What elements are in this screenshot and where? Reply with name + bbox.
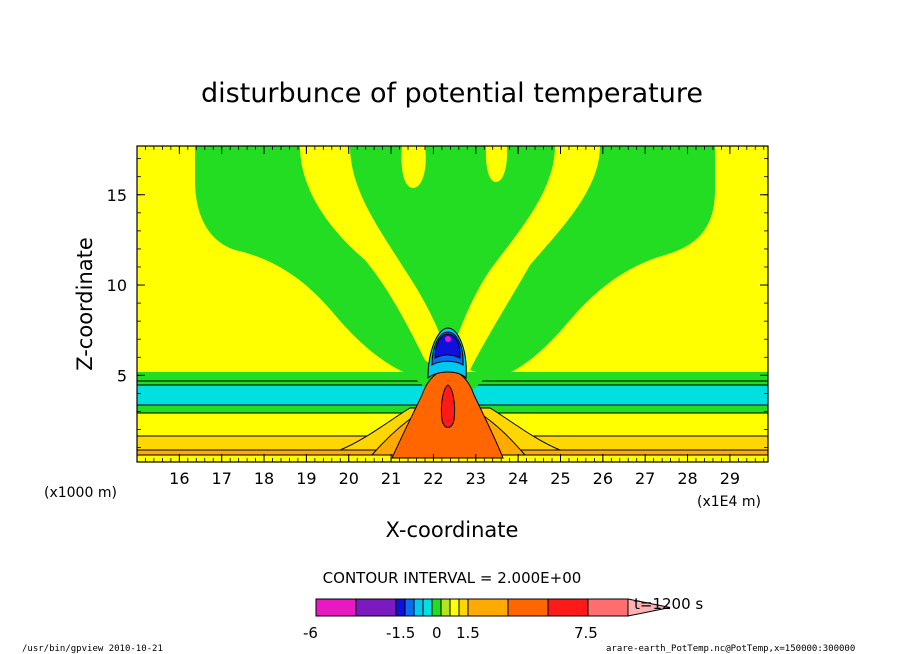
colorbar-label-1-5: 1.5 — [456, 624, 480, 642]
green-plume-left — [195, 146, 440, 378]
x-tick-label-22: 22 — [423, 469, 443, 488]
colorbar-swatch-5 — [422, 598, 433, 617]
x-tick-label-19: 19 — [296, 469, 316, 488]
colorbar — [315, 598, 671, 617]
colorbar-swatch-1 — [355, 598, 397, 617]
x-tick-label-26: 26 — [593, 469, 613, 488]
contour-field — [137, 146, 768, 462]
colorbar-swatch-2 — [395, 598, 406, 617]
footer-right: arare-earth_PotTemp.nc@PotTemp,x=150000:… — [606, 644, 855, 654]
y-tick-label-5: 5 — [117, 366, 127, 385]
cold-cap-navy — [434, 333, 461, 359]
cold-cap-min — [445, 336, 451, 342]
y-axis-ticks: 5 10 15 — [107, 158, 768, 448]
x-tick-label-17: 17 — [212, 469, 232, 488]
colorbar-label-7-5: 7.5 — [574, 624, 598, 642]
colorbar-label-neg6: -6 — [303, 624, 318, 642]
x-tick-label-29: 29 — [720, 469, 740, 488]
colorbar-swatch-4 — [413, 598, 424, 617]
colorbar-arrow — [627, 598, 671, 617]
x-tick-label-21: 21 — [381, 469, 401, 488]
contour-interval: CONTOUR INTERVAL = 2.000E+00 — [323, 569, 582, 587]
footer-left: /usr/bin/gpview 2010-10-21 — [22, 644, 163, 654]
x-unit-left: (x1000 m) — [44, 485, 117, 501]
x-axis-label: X-coordinate — [386, 518, 519, 542]
colorbar-swatch-6 — [431, 598, 442, 617]
y-tick-label-10: 10 — [107, 276, 127, 295]
colorbar-swatch-7 — [440, 598, 451, 617]
colorbar-swatch-13 — [587, 598, 629, 617]
green-plume-right — [470, 146, 715, 378]
x-tick-label-20: 20 — [339, 469, 359, 488]
y-tick-label-15: 15 — [107, 186, 127, 205]
green-plume-center — [350, 146, 555, 350]
yellow-hole-right — [485, 146, 508, 182]
x-tick-label-16: 16 — [169, 469, 189, 488]
chart-title: disturbunce of potential temperature — [201, 78, 703, 109]
warm-core-red — [440, 384, 456, 428]
colorbar-swatch-0 — [315, 598, 357, 617]
colorbar-swatch-11 — [507, 598, 549, 617]
x-tick-label-25: 25 — [550, 469, 570, 488]
yellow-hole-left — [401, 146, 426, 188]
colorbar-swatch-12 — [547, 598, 589, 617]
x-tick-label-23: 23 — [466, 469, 486, 488]
x-tick-label-24: 24 — [508, 469, 528, 488]
x-unit-right: (x1E4 m) — [697, 494, 761, 510]
colorbar-swatch-3 — [404, 598, 415, 617]
colorbar-label-neg1-5: -1.5 — [386, 624, 415, 642]
x-tick-label-28: 28 — [677, 469, 697, 488]
x-tick-label-18: 18 — [254, 469, 274, 488]
y-axis-label: Z-coordinate — [73, 237, 97, 371]
x-axis-ticks: 16 17 18 19 20 21 22 23 24 25 26 27 28 29 — [145, 146, 765, 488]
colorbar-swatch-8 — [449, 598, 460, 617]
colorbar-swatch-9 — [458, 598, 469, 617]
plot-frame — [136, 145, 769, 463]
colorbar-label-0: 0 — [432, 624, 442, 642]
x-tick-label-27: 27 — [635, 469, 655, 488]
time-label: t=1200 s — [634, 595, 703, 613]
colorbar-swatch-10 — [467, 598, 509, 617]
